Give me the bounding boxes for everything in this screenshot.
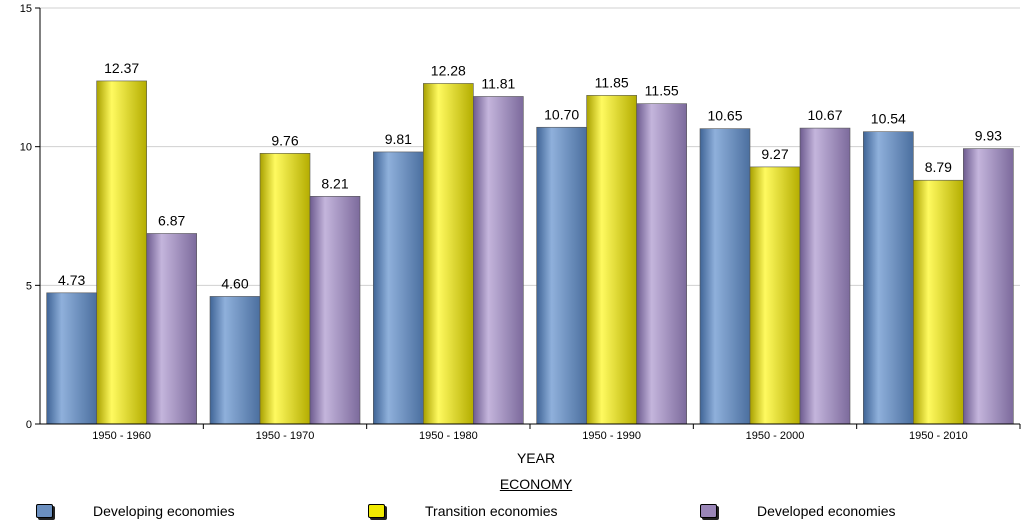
x-tick-label: 1950 - 1980 — [419, 430, 478, 442]
y-tick-label: 15 — [20, 3, 32, 15]
bar — [209, 296, 261, 425]
legend-label: Developed economies — [757, 503, 896, 519]
legend-swatch — [36, 504, 53, 518]
x-tick-label: 1950 - 1970 — [256, 430, 315, 442]
bar — [636, 103, 687, 425]
data-label: 10.65 — [707, 108, 742, 124]
bar — [749, 166, 801, 425]
bar — [96, 80, 147, 425]
legend-swatch — [368, 504, 385, 518]
data-label: 11.81 — [481, 75, 515, 91]
bar — [309, 196, 361, 425]
data-label: 10.70 — [544, 106, 579, 122]
data-label: 4.73 — [58, 272, 85, 288]
data-label: 12.28 — [431, 62, 466, 78]
bar — [146, 233, 197, 425]
bar — [799, 127, 851, 425]
data-label: 11.85 — [595, 74, 629, 90]
legend-item-transition: Transition economies — [368, 500, 558, 522]
bar — [913, 179, 964, 425]
data-label: 8.21 — [321, 175, 348, 191]
legend-label: Transition economies — [425, 503, 558, 519]
bar — [536, 126, 587, 425]
data-label: 9.27 — [761, 146, 788, 162]
y-tick-label: 5 — [26, 280, 32, 292]
bar — [863, 131, 914, 425]
legend-swatch — [700, 504, 717, 518]
data-label: 6.87 — [158, 212, 185, 228]
bar — [259, 153, 311, 425]
legend-item-developed: Developed economies — [700, 500, 896, 522]
legend-title: ECONOMY — [499, 476, 573, 492]
data-label: 9.76 — [271, 132, 298, 148]
bar — [699, 128, 751, 425]
bar — [423, 83, 474, 425]
data-label: 4.60 — [221, 275, 248, 291]
x-tick-label: 1950 - 2000 — [746, 430, 805, 442]
data-label: 10.67 — [807, 107, 842, 123]
y-tick-label: 0 — [26, 419, 32, 431]
x-tick-label: 1950 - 1960 — [92, 430, 151, 442]
x-tick-label: 1950 - 2010 — [909, 430, 968, 442]
data-label: 12.37 — [104, 60, 139, 76]
x-axis-title: YEAR — [516, 450, 556, 466]
bar — [473, 96, 524, 425]
bar — [963, 148, 1014, 425]
data-label: 9.93 — [975, 128, 1002, 144]
y-tick-label: 10 — [20, 142, 32, 154]
data-label: 9.81 — [385, 131, 412, 147]
legend-item-developing: Developing economies — [36, 500, 235, 522]
data-label: 10.54 — [871, 111, 906, 127]
bar — [586, 95, 637, 425]
data-label: 11.55 — [645, 83, 679, 99]
bar — [46, 292, 97, 425]
x-tick-label: 1950 - 1990 — [582, 430, 641, 442]
data-label: 8.79 — [925, 159, 952, 175]
legend-label: Developing economies — [93, 503, 235, 519]
bar — [373, 151, 424, 425]
